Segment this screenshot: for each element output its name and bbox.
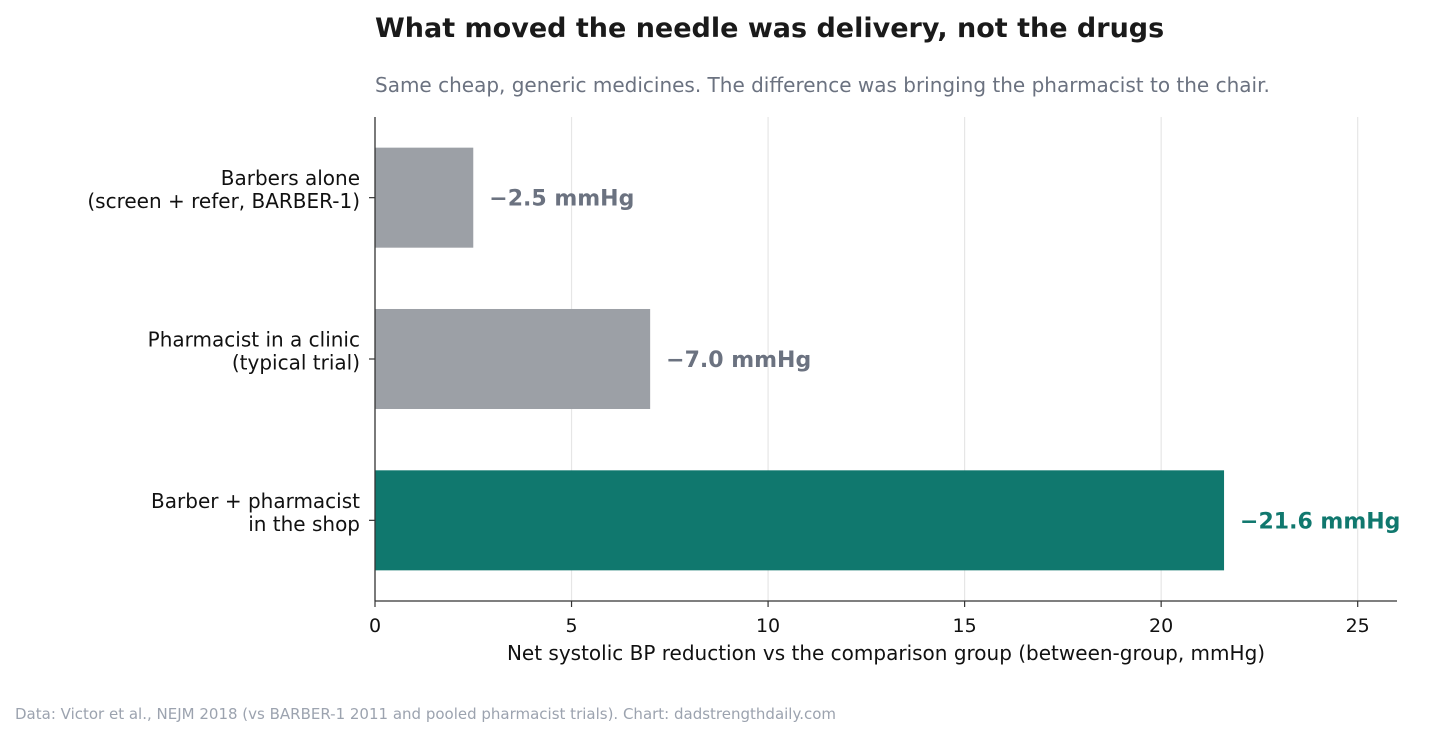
category-label-line: in the shop (248, 512, 360, 536)
category-label-line: Barbers alone (221, 166, 360, 190)
value-label-2: −21.6 mmHg (1240, 509, 1400, 534)
bar-2 (375, 470, 1225, 571)
category-label-0: Barbers alone (screen + refer, BARBER-1) (87, 166, 360, 213)
value-label-1: −7.0 mmHg (666, 348, 811, 373)
x-ticks: 0 5 10 15 20 25 (369, 601, 1370, 637)
category-label-line: Pharmacist in a clinic (148, 328, 360, 352)
category-label-line: Barber + pharmacist (151, 489, 360, 513)
category-label-line: (screen + refer, BARBER-1) (87, 189, 360, 213)
x-tick-label-15: 15 (953, 615, 977, 637)
category-label-1: Pharmacist in a clinic (typical trial) (148, 328, 360, 375)
x-tick-label-10: 10 (756, 615, 780, 637)
bars: −2.5 mmHg −7.0 mmHg −21.6 mmHg (375, 147, 1400, 571)
x-tick-label-0: 0 (369, 615, 381, 637)
x-tick-label-5: 5 (565, 615, 577, 637)
x-axis-label: Net systolic BP reduction vs the compari… (507, 641, 1265, 665)
category-labels: Barbers alone (screen + refer, BARBER-1) P… (87, 166, 375, 536)
x-tick-label-25: 25 (1346, 615, 1370, 637)
chart-title: What moved the needle was delivery, not … (375, 13, 1164, 44)
value-label-0: −2.5 mmHg (489, 187, 634, 212)
category-label-2: Barber + pharmacist in the shop (151, 489, 360, 536)
category-label-line: (typical trial) (232, 351, 360, 375)
source-note: Data: Victor et al., NEJM 2018 (vs BARBE… (15, 705, 836, 723)
bar-1 (375, 308, 651, 410)
x-tick-label-20: 20 (1149, 615, 1173, 637)
bar-0 (375, 147, 474, 248)
chart-subtitle: Same cheap, generic medicines. The diffe… (375, 73, 1270, 97)
